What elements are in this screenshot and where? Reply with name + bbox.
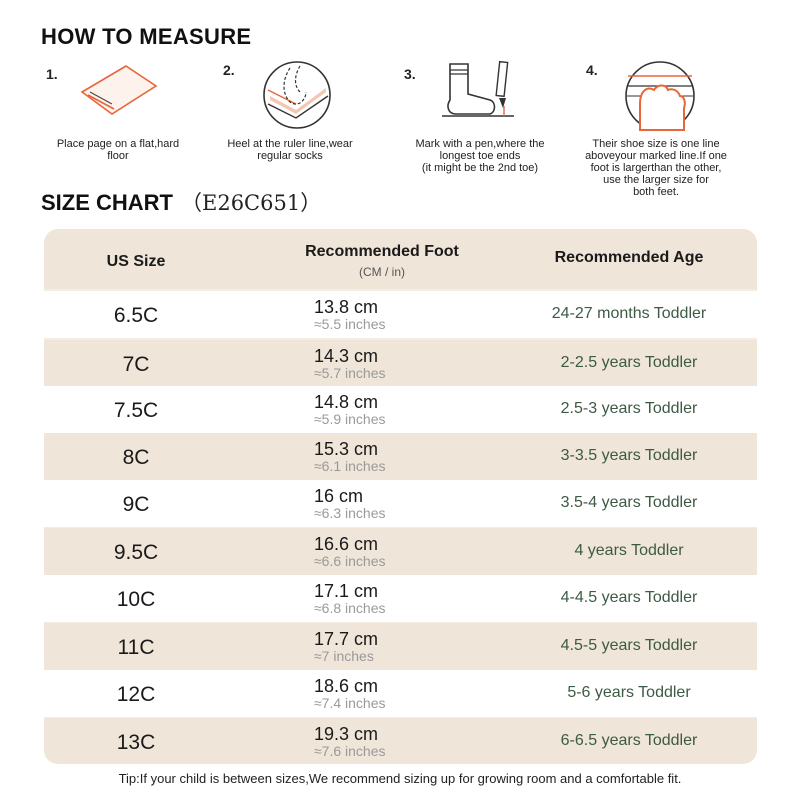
recommended-age-cell: 4 years Toddler xyxy=(574,542,684,559)
header-us-size: US Size xyxy=(106,253,166,270)
foot-length-cell: 17.1 cm ≈6.8 inches xyxy=(314,582,464,616)
toe-line-icon xyxy=(625,61,695,131)
recommended-age-cell: 3-3.5 years Toddler xyxy=(560,447,698,464)
foot-length-cm: 16 cm xyxy=(314,486,364,506)
foot-length-cell: 14.8 cm ≈5.9 inches xyxy=(314,393,464,427)
recommended-age-cell: 2.5-3 years Toddler xyxy=(560,400,698,417)
us-size-cell: 10C xyxy=(116,588,156,611)
us-size-cell: 12C xyxy=(116,683,156,706)
foot-length-inches: ≈6.8 inches xyxy=(314,600,386,616)
us-size-cell: 7C xyxy=(122,353,150,376)
foot-length-cm: 13.8 cm xyxy=(314,297,379,317)
foot-length-cell: 14.3 cm ≈5.7 inches xyxy=(314,347,464,381)
table-row: 7C 14.3 cm ≈5.7 inches 2-2.5 years Toddler xyxy=(44,340,757,387)
model-code: （E26C651） xyxy=(181,191,322,215)
us-size-cell: 13C xyxy=(116,731,156,754)
foot-length-cm: 19.3 cm xyxy=(314,724,379,744)
foot-length-cm: 15.3 cm xyxy=(314,439,379,459)
foot-length-inches: ≈5.9 inches xyxy=(314,411,386,427)
recommended-age-cell: 4-4.5 years Toddler xyxy=(560,589,698,606)
step-4-number: 4. xyxy=(586,62,598,78)
heel-on-ruler-icon xyxy=(263,61,331,129)
foot-length-cm: 17.7 cm xyxy=(314,629,379,649)
size-chart-title: SIZE CHART （E26C651） xyxy=(41,187,321,217)
step-3-description: Mark with a pen,where the longest toe en… xyxy=(415,138,545,174)
table-row: 10C 17.1 cm ≈6.8 inches 4-4.5 years Toddler xyxy=(44,575,757,622)
header-foot-unit: (CM / in) xyxy=(359,265,405,279)
size-chart-table: US Size Recommended Foot (CM / in) Recom… xyxy=(44,229,757,764)
foot-length-inches: ≈5.7 inches xyxy=(314,365,386,381)
us-size-cell: 9C xyxy=(122,493,150,516)
foot-length-cell: 15.3 cm ≈6.1 inches xyxy=(314,440,464,474)
us-size-cell: 7.5C xyxy=(113,399,159,422)
recommended-age-cell: 5-6 years Toddler xyxy=(567,684,691,701)
us-size-cell: 8C xyxy=(122,446,150,469)
table-row: 13C 19.3 cm ≈7.6 inches 6-6.5 years Toddler xyxy=(44,718,757,764)
table-row: 11C 17.7 cm ≈7 inches 4.5-5 years Toddler xyxy=(44,623,757,670)
foot-length-cm: 16.6 cm xyxy=(314,534,379,554)
foot-length-cm: 14.3 cm xyxy=(314,346,379,366)
foot-length-inches: ≈6.1 inches xyxy=(314,458,386,474)
recommended-age-cell: 6-6.5 years Toddler xyxy=(560,732,698,749)
foot-length-cell: 16.6 cm ≈6.6 inches xyxy=(314,535,464,569)
step-2-number: 2. xyxy=(223,62,235,78)
foot-length-cm: 17.1 cm xyxy=(314,581,379,601)
foot-length-inches: ≈5.5 inches xyxy=(314,316,386,332)
foot-length-cell: 19.3 cm ≈7.6 inches xyxy=(314,725,464,759)
foot-length-inches: ≈6.3 inches xyxy=(314,505,386,521)
foot-length-cell: 17.7 cm ≈7 inches xyxy=(314,630,464,664)
table-row: 7.5C 14.8 cm ≈5.9 inches 2.5-3 years Toddle… xyxy=(44,386,757,433)
paper-on-floor-icon xyxy=(80,65,158,115)
table-row: 8C 15.3 cm ≈6.1 inches 3-3.5 years Toddler xyxy=(44,433,757,480)
recommended-age-cell: 2-2.5 years Toddler xyxy=(560,354,698,371)
sock-and-pen-icon xyxy=(442,60,514,117)
us-size-cell: 9.5C xyxy=(113,541,159,564)
table-row: 9.5C 16.6 cm ≈6.6 inches 4 years Toddler xyxy=(44,528,757,575)
us-size-cell: 11C xyxy=(117,636,155,659)
step-1-number: 1. xyxy=(46,66,58,82)
header-recommended-age: Recommended Age xyxy=(554,249,704,266)
recommended-age-cell: 24-27 months Toddler xyxy=(551,305,707,322)
foot-length-inches: ≈6.6 inches xyxy=(314,553,386,569)
table-header: US Size Recommended Foot (CM / in) Recom… xyxy=(44,229,757,289)
step-4-description: Their shoe size is one line aboveyour ma… xyxy=(585,138,727,198)
foot-length-inches: ≈7.4 inches xyxy=(314,695,386,711)
table-row: 12C 18.6 cm ≈7.4 inches 5-6 years Toddler xyxy=(44,670,757,717)
header-recommended-foot: Recommended Foot (CM / in) xyxy=(244,243,520,279)
foot-length-inches: ≈7 inches xyxy=(314,648,374,664)
us-size-cell: 6.5C xyxy=(113,304,159,327)
foot-length-inches: ≈7.6 inches xyxy=(314,743,386,759)
header-foot-label: Recommended Foot xyxy=(305,243,459,260)
how-to-measure-title: HOW TO MEASURE xyxy=(41,24,252,49)
foot-length-cell: 13.8 cm ≈5.5 inches xyxy=(314,298,464,332)
size-chart-title-text: SIZE CHART xyxy=(41,190,173,215)
table-row: 6.5C 13.8 cm ≈5.5 inches 24-27 months Toddl… xyxy=(44,291,757,338)
foot-length-cm: 18.6 cm xyxy=(314,676,379,696)
step-3-number: 3. xyxy=(404,66,416,82)
sizing-tip: Tip:If your child is between sizes,We re… xyxy=(118,771,682,786)
recommended-age-cell: 4.5-5 years Toddler xyxy=(560,637,698,654)
foot-length-cell: 16 cm ≈6.3 inches xyxy=(314,487,464,521)
step-2-description: Heel at the ruler line,wear regular sock… xyxy=(227,138,353,162)
recommended-age-cell: 3.5-4 years Toddler xyxy=(560,494,698,511)
step-1-description: Place page on a flat,hard floor xyxy=(56,138,180,162)
foot-length-cm: 14.8 cm xyxy=(314,392,379,412)
foot-length-cell: 18.6 cm ≈7.4 inches xyxy=(314,677,464,711)
table-row: 9C 16 cm ≈6.3 inches 3.5-4 years Toddler xyxy=(44,480,757,527)
